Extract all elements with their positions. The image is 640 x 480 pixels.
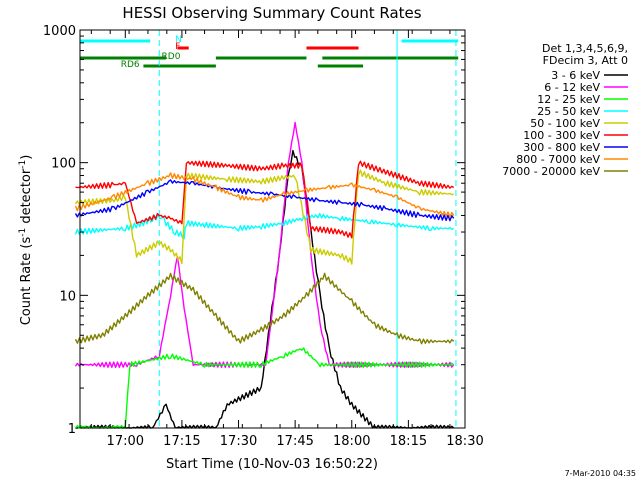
vertical-markers (158, 30, 457, 428)
legend-entry-label: 3 - 6 keV (551, 69, 600, 82)
series-line (74, 272, 455, 345)
series-line (74, 179, 455, 222)
x-tick-label: 17:45 (276, 434, 313, 449)
y-axis-label: Count Rate (s-1 detector-1) (18, 155, 34, 326)
series-line (75, 160, 455, 239)
x-axis-label: Start Time (10-Nov-03 16:50:22) (166, 457, 378, 472)
legend-entry-label: 50 - 100 keV (530, 117, 600, 130)
y-label-mid: detector (19, 168, 34, 228)
legend-entry-label: 6 - 12 keV (544, 81, 600, 94)
legend: Det 1,3,4,5,6,9,FDecim 3, Att 0 3 - 6 keV… (502, 42, 628, 178)
x-tick-label: 18:30 (446, 434, 483, 449)
series-line (74, 169, 454, 265)
plot-frame (79, 29, 466, 429)
chart-title: HESSI Observing Summary Count Rates (122, 4, 421, 22)
legend-entry-label: 25 - 50 keV (537, 105, 600, 118)
axes: 1 10 100 1000 17:00 17:15 17:30 17:45 18:00 18:15… (43, 24, 484, 449)
legend-entry-label: 7000 - 20000 keV (502, 165, 600, 178)
legend-entry-label: 800 - 7000 keV (516, 153, 600, 166)
x-tick-label: 18:15 (390, 434, 427, 449)
series-line (74, 172, 455, 218)
x-tick-label: 17:30 (220, 434, 257, 449)
footer-date: 7-Mar-2010 04:35 (565, 469, 636, 478)
y-label-sup2: -1 (18, 160, 28, 169)
state-bar-label: RD0 (162, 52, 181, 62)
series-line (74, 212, 455, 240)
y-tick-label: 100 (51, 157, 76, 172)
legend-header-line: Det 1,3,4,5,6,9, (542, 42, 628, 55)
legend-entry-label: 12 - 25 keV (537, 93, 600, 106)
x-tick-label: 17:00 (107, 434, 144, 449)
y-tick-label: 1 (68, 422, 76, 437)
state-bar-label: N (175, 35, 182, 45)
state-bar-label: RD6 (121, 60, 140, 70)
x-tick-label: 18:00 (333, 434, 370, 449)
legend-header-line: FDecim 3, Att 0 (543, 54, 628, 67)
legend-entry-label: 300 - 800 keV (523, 141, 600, 154)
y-label-main: Count Rate (s (19, 237, 34, 326)
series-lines (74, 121, 455, 429)
y-label-end: ) (19, 155, 34, 160)
y-label-sup1: -1 (18, 228, 28, 237)
y-tick-label: 1000 (43, 24, 76, 39)
x-tick-label: 17:15 (163, 434, 200, 449)
series-line (74, 347, 455, 429)
y-tick-label: 10 (59, 289, 76, 304)
state-bar-label: F (175, 42, 180, 52)
legend-entry-label: 100 - 300 keV (523, 129, 600, 142)
